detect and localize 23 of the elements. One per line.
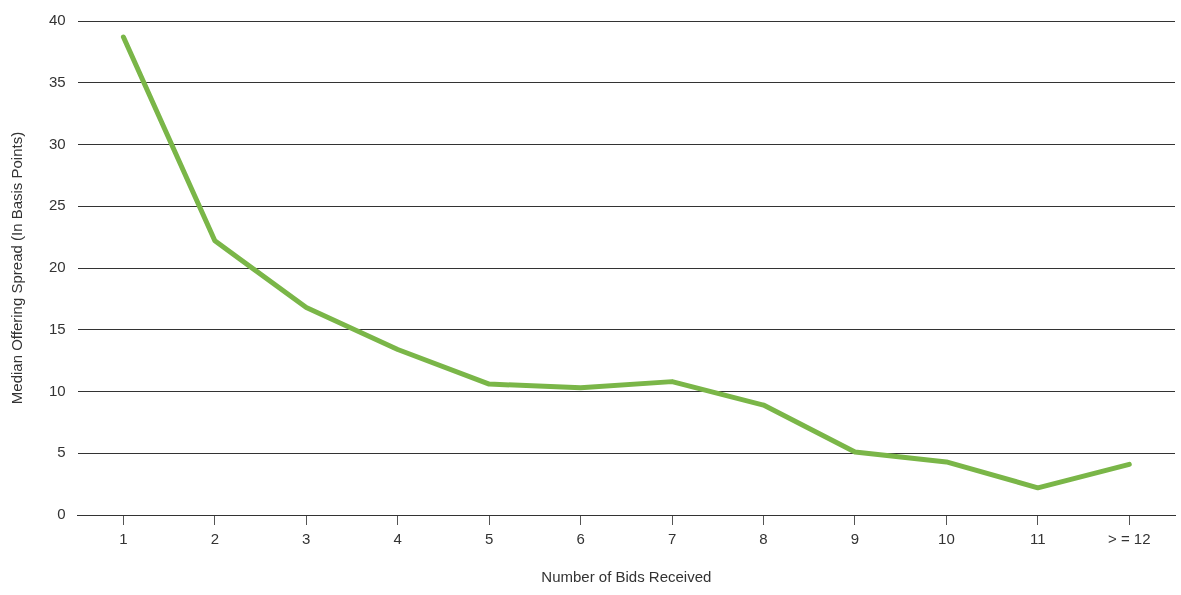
x-tick-label: 10 — [938, 530, 955, 548]
y-tick-label: 15 — [49, 319, 66, 337]
y-tick-label: 5 — [57, 443, 66, 461]
y-tick-label: 20 — [49, 258, 66, 276]
x-tick-label: 5 — [485, 530, 494, 548]
x-tick-label: 11 — [1030, 530, 1046, 548]
x-axis-title: Number of Bids Received — [541, 568, 712, 586]
y-axis-title: Median Offering Spread (In Basis Points) — [8, 131, 26, 405]
y-tick-label: 30 — [49, 134, 66, 152]
y-tick-label: 10 — [49, 381, 66, 399]
y-tick-label: 40 — [49, 11, 66, 29]
y-tick-label: 35 — [49, 72, 66, 90]
x-tick-label: 1 — [119, 530, 128, 548]
x-tick-label: 6 — [576, 530, 585, 548]
x-tick-label: 9 — [850, 530, 860, 548]
x-tick-label: 8 — [759, 530, 768, 548]
x-tick-label: 2 — [210, 530, 220, 548]
y-tick-label: 25 — [49, 196, 66, 214]
x-tick-label: 3 — [302, 530, 311, 548]
y-tick-label: 0 — [57, 505, 66, 523]
x-tick-label: 4 — [393, 530, 402, 548]
x-tick-label: > = 12 — [1108, 530, 1151, 548]
x-tick-label: 7 — [667, 530, 677, 548]
